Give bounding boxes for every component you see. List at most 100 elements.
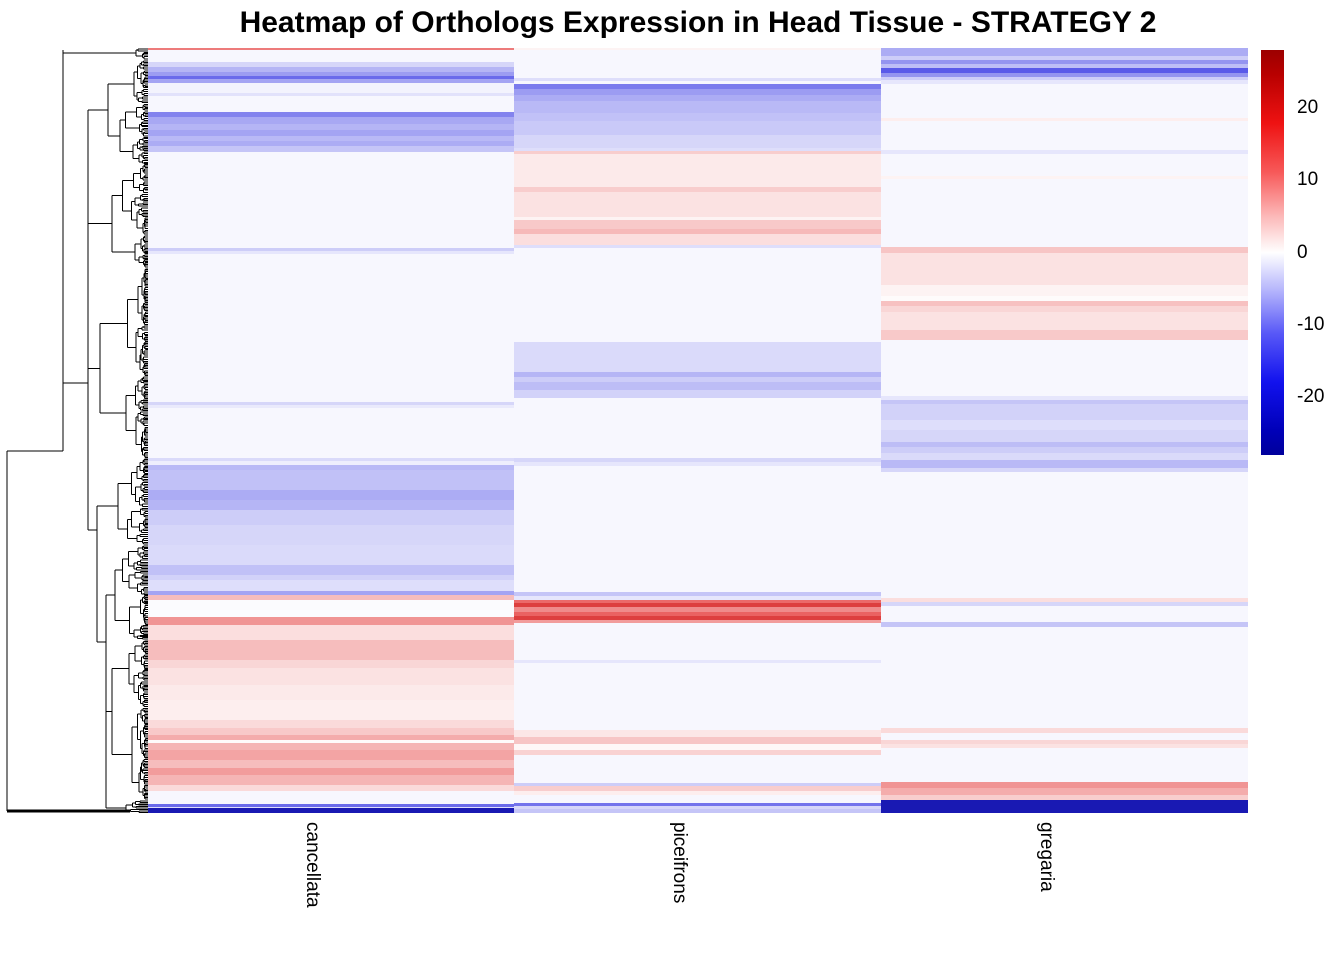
heatmap-cell-band	[148, 251, 514, 255]
heatmap-cell-band	[881, 460, 1248, 469]
heatmap-cell-band	[148, 470, 514, 491]
heatmap-cell-band	[148, 579, 514, 592]
column-label-gregaria: gregaria	[1035, 822, 1057, 892]
heatmap-cell-band	[148, 804, 514, 808]
heatmap-cell-band	[881, 748, 1248, 783]
heatmap-cell-band	[148, 136, 514, 142]
heatmap-cell-band	[148, 750, 514, 761]
heatmap-cell-band	[148, 685, 514, 701]
heatmap-cell-band	[514, 113, 881, 122]
heatmap-cell-band	[148, 254, 514, 403]
heatmap-cell-band	[148, 625, 514, 641]
heatmap-cell-band	[514, 89, 881, 96]
heatmap-cell-band	[881, 744, 1248, 749]
heatmap-cell-band	[148, 574, 514, 581]
heatmap-cell-band	[881, 468, 1248, 473]
heatmap-cell-band	[148, 545, 514, 566]
heatmap-cell-band	[514, 592, 881, 597]
heatmap-cell-band	[881, 339, 1248, 397]
heatmap-grid	[148, 48, 1248, 814]
heatmap-cell-band	[881, 447, 1248, 454]
heatmap-cell-band	[881, 118, 1248, 122]
heatmap-cell-band	[148, 594, 514, 601]
heatmap-cell-band	[514, 78, 881, 82]
heatmap-cell-band	[881, 48, 1248, 57]
heatmap-cell-band	[148, 248, 514, 252]
heatmap-cell-band	[881, 788, 1248, 796]
heatmap-cell-band	[881, 329, 1248, 341]
heatmap-cell-band	[514, 744, 881, 751]
heatmap-cell-band	[514, 377, 881, 383]
heatmap-cell-band	[514, 466, 881, 593]
heatmap-cell-band	[148, 720, 514, 729]
column-label-piceifrons: piceifrons	[669, 822, 690, 904]
heatmap-cell-band	[148, 791, 514, 805]
heatmap-cell-band	[881, 301, 1248, 307]
heatmap-cell-band	[881, 795, 1248, 801]
heatmap-cell-band	[514, 730, 881, 738]
heatmap-cell-band	[514, 382, 881, 391]
heatmap-cell-band	[514, 101, 881, 114]
heatmap-cell-band	[148, 124, 514, 131]
heatmap-cell-band	[148, 111, 514, 118]
heatmap-cell-band	[148, 785, 514, 792]
heatmap-cell-band	[148, 490, 514, 501]
heatmap-cell-band	[148, 760, 514, 769]
chart-title: Heatmap of Orthologs Expression in Head …	[239, 6, 1157, 39]
heatmap-cell-band	[881, 312, 1248, 331]
heatmap-cell-band	[881, 77, 1248, 81]
heatmap-cell-band	[514, 660, 881, 664]
heatmap-cell-band	[514, 371, 881, 378]
heatmap-column-cancellata	[148, 48, 514, 814]
heatmap-cell-band	[148, 740, 514, 744]
heatmap-cell-band	[881, 453, 1248, 461]
heatmap-cell-band	[514, 809, 881, 814]
heatmap-cell-band	[148, 61, 514, 68]
heatmap-cell-band	[514, 229, 881, 235]
heatmap-cell-band	[881, 83, 1248, 119]
heatmap-cell-band	[514, 95, 881, 102]
heatmap-cell-band	[514, 154, 881, 188]
heatmap-cell-band	[148, 146, 514, 153]
heatmap-cell-band	[881, 621, 1248, 628]
heatmap-cell-band	[148, 458, 514, 462]
heatmap-cell-band	[514, 755, 881, 784]
heatmap-cell-band	[148, 807, 514, 809]
heatmap-cell-band	[514, 148, 881, 152]
legend-tick-label: 10	[1297, 169, 1319, 191]
heatmap-cell-band	[514, 390, 881, 399]
heatmap-cell-band	[514, 49, 881, 79]
heatmap-cell-band	[148, 775, 514, 786]
heatmap-cell-band	[148, 93, 514, 97]
heatmap-cell-band	[881, 55, 1248, 61]
heatmap-cell-band	[148, 72, 514, 77]
heatmap-cell-band	[514, 663, 881, 731]
heatmap-cell-band	[514, 187, 881, 193]
heatmap-cell-band	[148, 96, 514, 113]
heatmap-cell-band	[514, 398, 881, 459]
heatmap-cell-band	[881, 73, 1248, 78]
heatmap-cell-band	[881, 120, 1248, 151]
heatmap-cell-band	[881, 296, 1248, 302]
heatmap-cell-band	[148, 500, 514, 511]
heatmap-cell-band	[881, 396, 1248, 401]
heatmap-cell-band	[881, 472, 1248, 599]
heatmap-cell-band	[514, 83, 881, 90]
heatmap-cell-band	[148, 76, 514, 80]
heatmap-cell-band	[148, 700, 514, 721]
heatmap-cell-band	[148, 461, 514, 466]
heatmap-cell-band	[148, 79, 514, 84]
legend-tick-label: 20	[1297, 96, 1319, 118]
heatmap-cell-band	[514, 81, 881, 85]
heatmap-cell-band	[881, 598, 1248, 603]
heatmap-cell-band	[514, 806, 881, 810]
heatmap-cell-band	[514, 606, 881, 613]
heatmap-cell-band	[148, 600, 514, 618]
heatmap-cell-band	[514, 234, 881, 246]
heatmap-cell-band	[148, 525, 514, 546]
heatmap-cell-band	[514, 737, 881, 745]
heatmap-cell-band	[881, 626, 1248, 729]
heatmap-cell-band	[148, 743, 514, 751]
heatmap-cell-band	[881, 606, 1248, 623]
